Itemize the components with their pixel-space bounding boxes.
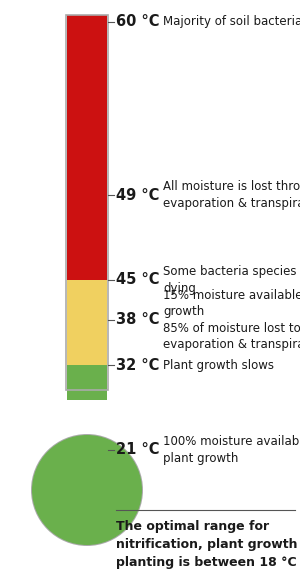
Text: Majority of soil bacteria die: Majority of soil bacteria die <box>163 16 300 29</box>
Text: 60 °C: 60 °C <box>116 15 160 30</box>
Text: 100% moisture available for
plant growth: 100% moisture available for plant growth <box>163 435 300 465</box>
Circle shape <box>32 435 142 545</box>
Bar <box>66 15 108 390</box>
Text: Some bacteria species begin
dying: Some bacteria species begin dying <box>163 265 300 294</box>
Text: 21 °C: 21 °C <box>116 442 160 457</box>
Text: All moisture is lost through
evaporation & transpiration: All moisture is lost through evaporation… <box>163 180 300 210</box>
Bar <box>67 280 107 365</box>
Text: 15% moisture available for
growth
85% of moisture lost to
evaporation & transpir: 15% moisture available for growth 85% of… <box>163 289 300 352</box>
Text: 32 °C: 32 °C <box>116 357 159 372</box>
Text: 49 °C: 49 °C <box>116 187 159 203</box>
Circle shape <box>31 434 143 546</box>
Bar <box>67 195 107 280</box>
Bar <box>67 365 107 390</box>
Text: 45 °C: 45 °C <box>116 272 160 288</box>
Text: Plant growth slows: Plant growth slows <box>163 359 274 371</box>
Bar <box>67 385 107 400</box>
Bar <box>67 15 107 195</box>
Text: The optimal range for
nitrification, plant growth and
planting is between 18 °C : The optimal range for nitrification, pla… <box>116 520 300 569</box>
Bar <box>66 15 108 390</box>
Text: 38 °C: 38 °C <box>116 313 160 328</box>
